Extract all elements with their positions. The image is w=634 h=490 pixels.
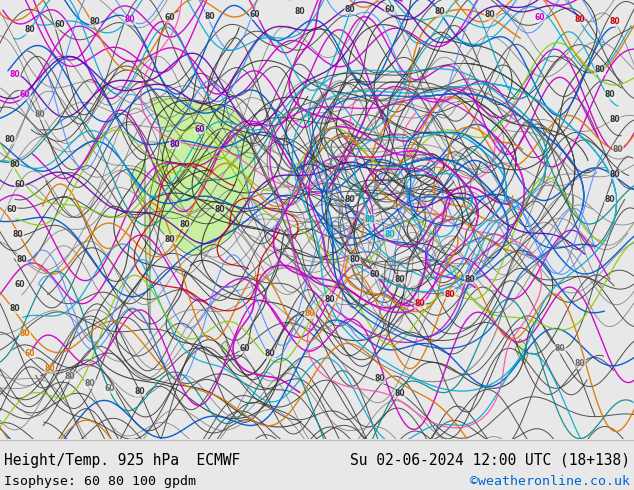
Text: 80: 80	[20, 329, 30, 339]
Text: 80: 80	[612, 145, 623, 154]
Text: 80: 80	[295, 7, 306, 17]
Text: 60: 60	[7, 205, 17, 214]
Text: 60: 60	[534, 13, 545, 23]
Text: 80: 80	[435, 7, 445, 17]
Text: 60: 60	[370, 270, 380, 279]
Text: 80: 80	[365, 215, 375, 224]
Text: 80: 80	[444, 290, 455, 298]
Text: 80: 80	[395, 274, 405, 284]
Text: 80: 80	[44, 364, 55, 373]
Text: 80: 80	[415, 299, 425, 309]
Text: 80: 80	[345, 5, 355, 15]
Text: 80: 80	[465, 274, 476, 284]
Text: 60: 60	[165, 13, 175, 23]
Text: 60: 60	[195, 125, 205, 134]
Text: 80: 80	[595, 65, 605, 74]
Text: 80: 80	[10, 304, 20, 314]
Text: 80: 80	[345, 195, 355, 204]
Text: 60: 60	[20, 90, 30, 99]
Text: 60: 60	[55, 21, 65, 29]
Text: 80: 80	[25, 25, 36, 34]
Text: ©weatheronline.co.uk: ©weatheronline.co.uk	[470, 475, 630, 488]
Text: 80: 80	[350, 255, 360, 264]
Text: 60: 60	[25, 349, 36, 358]
Text: 80: 80	[385, 230, 396, 239]
Polygon shape	[131, 97, 255, 334]
Text: 60: 60	[15, 180, 25, 189]
Text: 80: 80	[13, 230, 23, 239]
Text: 80: 80	[179, 220, 190, 229]
Text: 80: 80	[395, 389, 405, 398]
Text: Isophyse: 60 80 100 gpdm: Isophyse: 60 80 100 gpdm	[4, 475, 196, 488]
Text: 80: 80	[605, 195, 616, 204]
Text: 60: 60	[105, 384, 115, 393]
Text: 80: 80	[325, 294, 335, 303]
Text: 80: 80	[484, 10, 495, 20]
Text: 80: 80	[16, 255, 27, 264]
Text: 80: 80	[65, 372, 75, 381]
Text: Height/Temp. 925 hPa  ECMWF: Height/Temp. 925 hPa ECMWF	[4, 453, 240, 467]
Polygon shape	[222, 341, 229, 357]
Text: 80: 80	[574, 359, 585, 368]
Text: 80: 80	[165, 235, 176, 244]
Text: 80: 80	[10, 160, 20, 169]
Text: 80: 80	[305, 310, 315, 318]
Text: 80: 80	[35, 110, 45, 119]
Text: 60: 60	[240, 344, 250, 353]
Text: 80: 80	[85, 379, 95, 388]
Text: 60: 60	[15, 280, 25, 289]
Text: 80: 80	[215, 205, 225, 214]
Polygon shape	[515, 339, 528, 364]
Text: 60: 60	[250, 10, 260, 20]
Text: 80: 80	[205, 12, 216, 22]
Text: 60: 60	[385, 5, 395, 15]
Text: 80: 80	[375, 374, 385, 383]
Text: 80: 80	[264, 349, 275, 358]
Text: 80: 80	[10, 70, 20, 79]
Text: 80: 80	[125, 15, 135, 24]
Text: 80: 80	[610, 18, 620, 26]
Text: 80: 80	[170, 140, 180, 149]
Text: 80: 80	[574, 15, 585, 24]
Text: 80: 80	[134, 387, 145, 396]
Text: 80: 80	[4, 135, 15, 144]
Text: 80: 80	[610, 115, 620, 124]
Text: 80: 80	[605, 90, 616, 99]
Text: 80: 80	[610, 170, 620, 179]
Text: 80: 80	[555, 344, 566, 353]
Text: 80: 80	[89, 18, 100, 26]
Text: Su 02-06-2024 12:00 UTC (18+138): Su 02-06-2024 12:00 UTC (18+138)	[350, 453, 630, 467]
